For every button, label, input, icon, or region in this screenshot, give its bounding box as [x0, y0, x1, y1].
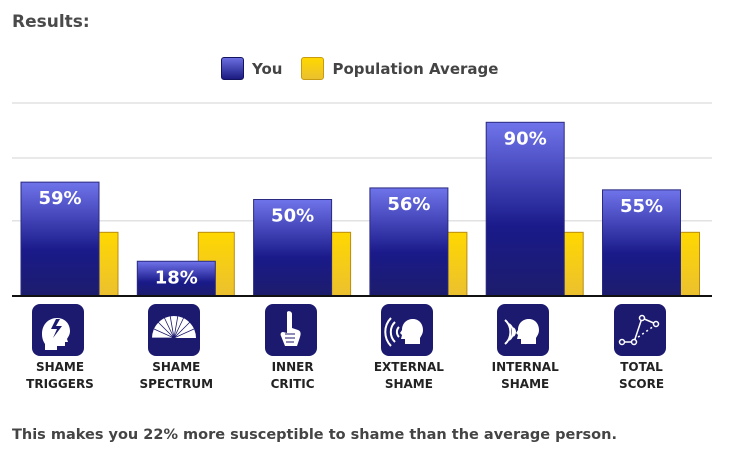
category-label: SHAME TRIGGERS	[5, 359, 115, 393]
bar-value-label: 18%	[155, 267, 198, 288]
line-graph-icon	[613, 304, 666, 356]
legend-label-you: You	[252, 59, 283, 78]
bar-value-label: 50%	[271, 206, 314, 227]
bar-value-label: 55%	[620, 196, 663, 217]
bar-value-label: 90%	[504, 128, 547, 149]
category-label-line2: SPECTRUM	[139, 377, 214, 391]
head-lightning-icon	[32, 304, 84, 356]
bar-value-label: 59%	[38, 188, 81, 209]
fan-spectrum-icon	[148, 304, 201, 356]
sound-in-head-icon	[380, 304, 433, 356]
category-label: SHAME SPECTRUM	[121, 359, 231, 393]
category-label-line2: SCORE	[618, 377, 665, 391]
category-label-line1: SHAME	[35, 360, 85, 374]
category-label: TOTAL SCORE	[587, 359, 697, 393]
legend-swatch-you	[221, 57, 244, 80]
bar-you	[20, 181, 100, 297]
bar-you	[136, 260, 216, 297]
legend-label-average: Population Average	[332, 59, 499, 78]
category-label-line2: TRIGGERS	[26, 377, 94, 391]
finger-hand-icon	[264, 304, 317, 356]
category-label-line1: EXTERNAL	[373, 360, 444, 374]
category-label-line1: INNER	[271, 360, 314, 374]
bar-you	[253, 199, 333, 297]
bar-value-label: 56%	[387, 194, 430, 215]
bar-you	[369, 187, 449, 297]
bar-you	[602, 189, 681, 297]
category-label-line2: CRITIC	[270, 377, 315, 391]
sound-out-head-icon	[497, 304, 550, 356]
legend-swatch-average	[301, 57, 325, 80]
category-label: EXTERNAL SHAME	[354, 359, 464, 393]
summary-text: This makes you 22% more susceptible to s…	[12, 427, 617, 443]
category-label-line2: SHAME	[501, 377, 550, 391]
category-label-line2: SHAME	[384, 377, 433, 391]
category-label-line1: INTERNAL	[491, 360, 559, 374]
legend: You Population Average	[221, 57, 498, 80]
category-label: INNER CRITIC	[238, 359, 348, 393]
category-label: INTERNAL SHAME	[470, 359, 580, 393]
results-title: Results:	[12, 12, 90, 32]
bar-you	[485, 121, 565, 297]
category-label-line1: TOTAL	[620, 360, 663, 374]
category-label-line1: SHAME	[152, 360, 201, 374]
